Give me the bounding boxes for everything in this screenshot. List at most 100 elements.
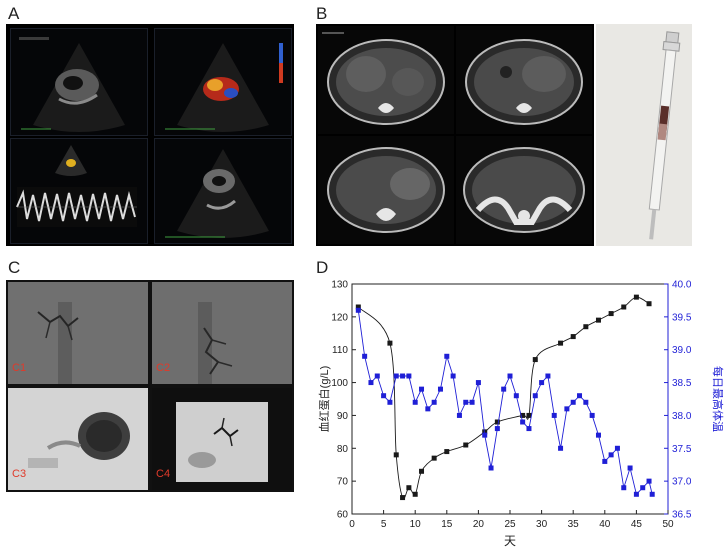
temperature-point	[425, 406, 431, 412]
temperature-point	[362, 353, 368, 359]
plot-frame	[351, 283, 669, 515]
temperature-point	[463, 399, 469, 405]
hemoglobin-temperature-chart: 0 5 10 15 20 25 30 35 40 45 50 60 70 80 90 100 110 120 130…	[318, 280, 725, 549]
hemoglobin-point	[431, 455, 437, 461]
x-tick-label: 0	[349, 519, 355, 530]
ct-figure	[316, 24, 594, 246]
echo-image-4	[154, 138, 292, 244]
echo-sector-1	[19, 37, 125, 132]
hemoglobin-point	[633, 294, 639, 300]
syringe-photo	[596, 24, 692, 246]
hemoglobin-point	[419, 468, 425, 474]
label-c3: C3	[12, 468, 27, 480]
temperature-point	[545, 373, 551, 379]
temperature-point	[608, 452, 614, 458]
temperature-point	[520, 419, 526, 425]
hemoglobin-point	[387, 340, 393, 346]
temperature-point	[456, 412, 462, 418]
hemoglobin-point	[520, 412, 526, 418]
angiography-c1: C1	[8, 282, 148, 384]
temperature-point	[400, 373, 406, 379]
hemoglobin-point	[406, 485, 412, 491]
ct-slice-2	[456, 26, 592, 134]
y-right-tick-label: 37.0	[672, 477, 692, 488]
x-tick-label: 50	[662, 519, 674, 530]
hemoglobin-point	[621, 304, 627, 310]
hemoglobin-point	[532, 357, 538, 363]
temperature-point	[507, 373, 513, 379]
temperature-point	[355, 307, 361, 313]
temperature-point	[526, 426, 532, 432]
hemoglobin-line	[357, 296, 650, 500]
ct-pelvis	[463, 147, 585, 233]
panel-label-d: D	[316, 258, 329, 277]
hemoglobin-point	[583, 324, 589, 330]
y-right-tick-label: 37.5	[672, 444, 692, 455]
y-right-tick-label: 36.5	[672, 510, 692, 521]
temperature-point	[469, 399, 475, 405]
hemoglobin-point	[608, 311, 614, 317]
y-left-tick-label: 90	[337, 411, 349, 422]
x-tick-label: 45	[631, 519, 643, 530]
temperature-point	[646, 478, 652, 484]
panel-label-c: C	[8, 258, 21, 277]
temperature-point	[488, 465, 494, 471]
ct-abdomen-3	[327, 147, 445, 233]
y-left-tick-label: 80	[337, 444, 349, 455]
panel-label-a: A	[8, 4, 20, 23]
angiography-c3: C3	[8, 388, 148, 490]
temperature-point	[444, 353, 450, 359]
temperature-point	[368, 380, 374, 386]
label-c4: C4	[156, 468, 171, 480]
temperature-point	[627, 465, 633, 471]
echo-doppler-color	[165, 43, 283, 132]
label-c1: C1	[12, 362, 27, 374]
echo-image-3	[10, 138, 148, 244]
hemoglobin-point	[444, 449, 450, 455]
temperature-point	[640, 485, 646, 491]
hemoglobin-point	[570, 334, 576, 340]
temperature-point	[431, 399, 437, 405]
ct-slice-1	[318, 26, 454, 134]
x-tick-label: 35	[568, 519, 580, 530]
x-tick-label: 30	[536, 519, 548, 530]
y-right-tick-label: 40.0	[672, 280, 692, 291]
hemoglobin-point	[646, 301, 652, 307]
temperature-point	[633, 491, 639, 497]
x-tick-label: 20	[473, 519, 485, 530]
dsa-image-c3	[8, 388, 148, 490]
y-left-tick-label: 70	[337, 477, 349, 488]
temperature-point	[614, 445, 620, 451]
temperature-point	[621, 485, 627, 491]
dsa-image-c1	[8, 282, 148, 384]
hemoglobin-point	[463, 442, 469, 448]
temperature-point	[602, 458, 608, 464]
echo-spectral-doppler	[16, 145, 137, 227]
temperature-point	[577, 393, 583, 399]
hemoglobin-point	[400, 495, 406, 501]
ct-slice-4	[456, 136, 592, 244]
temperature-point	[437, 386, 443, 392]
temperature-point	[393, 373, 399, 379]
y-right-tick-label: 38.5	[672, 378, 692, 389]
temperature-point	[595, 432, 601, 438]
x-tick-label: 40	[599, 519, 611, 530]
temperature-point	[558, 445, 564, 451]
x-tick-label: 5	[381, 519, 387, 530]
y-right-tick-label: 38.0	[672, 411, 692, 422]
temperature-point	[551, 412, 557, 418]
temperature-line	[357, 310, 653, 496]
temperature-point	[532, 393, 538, 399]
temperature-point	[501, 386, 507, 392]
hemoglobin-point	[355, 304, 361, 310]
temperature-point	[406, 373, 412, 379]
hemoglobin-point	[558, 340, 564, 346]
temperature-point	[583, 399, 589, 405]
y-axis-left-label: 血红蛋白(g/L)	[318, 366, 331, 433]
temperature-point	[564, 406, 570, 412]
angiography-figure: C1 C2 C3 C4	[6, 280, 294, 492]
syringe-aspirate	[596, 24, 692, 246]
temperature-point	[381, 393, 387, 399]
echo-image-2	[154, 28, 292, 136]
temperature-point	[374, 373, 380, 379]
